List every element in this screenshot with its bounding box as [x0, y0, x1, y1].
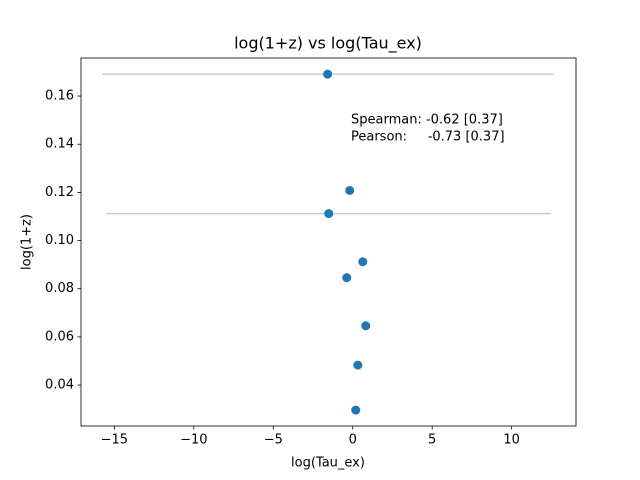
y-tick-label: 0.14	[45, 137, 74, 152]
x-tick-label: 5	[428, 433, 436, 448]
chart-title: log(1+z) vs log(Tau_ex)	[234, 34, 422, 54]
y-tick-label: 0.06	[45, 329, 74, 344]
x-tick-label: 0	[349, 433, 357, 448]
point	[324, 209, 334, 219]
point	[353, 360, 363, 370]
point	[342, 273, 352, 283]
y-tick-label: 0.12	[45, 185, 74, 200]
annotation: Pearson: -0.73 [0.37]	[351, 130, 505, 145]
y-tick-label: 0.08	[45, 281, 74, 296]
point	[345, 185, 355, 195]
point	[358, 257, 368, 267]
plot-frame	[80, 57, 577, 427]
annotation: Spearman: -0.62 [0.37]	[351, 113, 503, 128]
x-axis-label: log(Tau_ex)	[291, 456, 365, 471]
point	[323, 69, 333, 79]
x-tick-label: −15	[101, 433, 128, 448]
point	[351, 405, 361, 415]
y-tick-label: 0.10	[45, 233, 74, 248]
y-tick-label: 0.04	[45, 378, 74, 393]
point	[361, 321, 371, 331]
x-tick-label: −10	[180, 433, 207, 448]
x-tick-label: 10	[503, 433, 520, 448]
y-axis-label: log(1+z)	[20, 214, 35, 270]
y-tick-label: 0.16	[45, 89, 74, 104]
x-tick-label: −5	[264, 433, 283, 448]
